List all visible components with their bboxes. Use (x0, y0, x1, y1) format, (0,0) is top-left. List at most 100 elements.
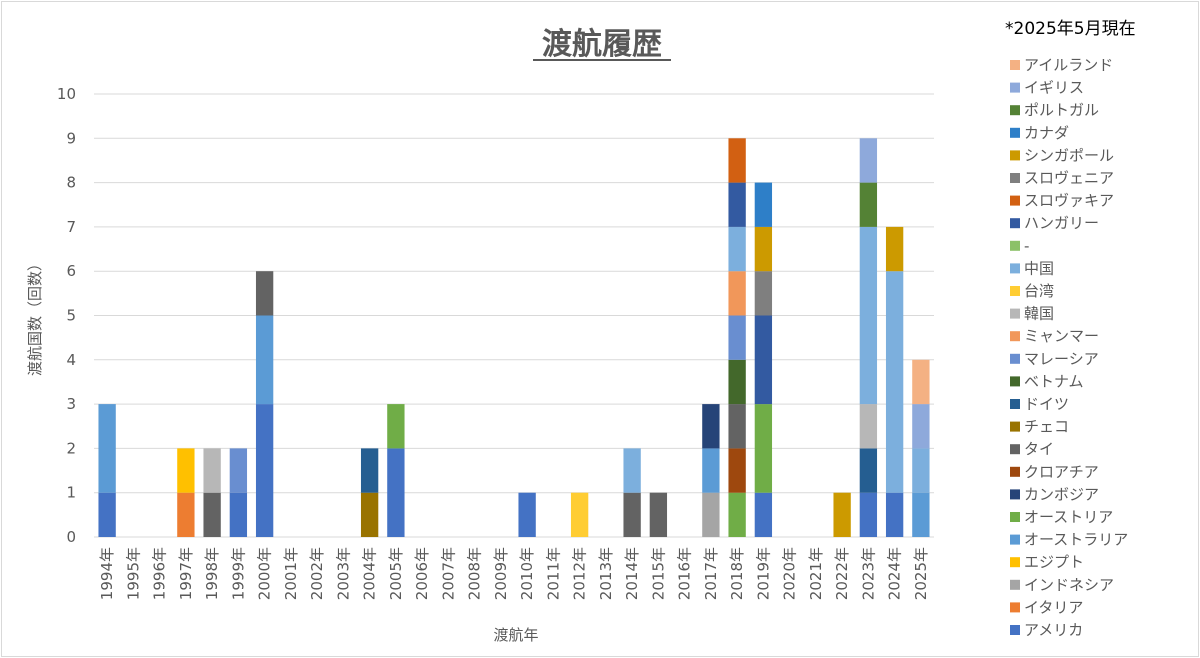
legend-label: タイ (1024, 440, 1054, 458)
bar-segment (98, 404, 116, 493)
bar-segment (177, 492, 195, 537)
bar-segment (177, 448, 195, 493)
bar-segment (728, 359, 746, 405)
legend-swatch (1010, 376, 1020, 387)
x-axis-title: 渡航年 (493, 626, 538, 644)
x-tick-label: 1999年 (229, 547, 247, 600)
x-tick-label: 2018年 (728, 547, 746, 600)
bar-segment (833, 492, 851, 537)
legend-swatch (1010, 512, 1020, 522)
legend-label: クロアチア (1024, 463, 1099, 481)
x-tick-label: 1997年 (177, 547, 195, 600)
x-tick-label: 1994年 (98, 547, 116, 600)
bar-segment (728, 492, 746, 537)
bar-segment (859, 492, 878, 537)
legend: アイルランドイギリスポルトガルカナダシンガポールスロヴェニアスロヴァキアハンガリ… (1010, 56, 1128, 639)
y-tick-label: 4 (66, 351, 76, 369)
legend-label: ベトナム (1024, 372, 1084, 390)
legend-label: インドネシア (1024, 576, 1114, 594)
bar-segment (360, 448, 379, 493)
bar-segment (203, 448, 221, 493)
y-tick-label: 9 (66, 129, 76, 147)
legend-swatch (1010, 602, 1020, 613)
legend-label: マレーシア (1024, 350, 1099, 368)
y-tick-label: 5 (66, 307, 76, 325)
bars (98, 138, 930, 537)
legend-label: カンボジア (1024, 485, 1099, 503)
x-tick-label: 2007年 (439, 547, 457, 600)
bar-segment (859, 138, 878, 183)
bar-segment (229, 448, 248, 493)
bar-segment (754, 315, 773, 405)
legend-swatch (1010, 579, 1020, 590)
y-axis-ticks: 0 1 2 3 4 5 6 7 8 9 10 (57, 85, 76, 546)
bar-segment (623, 448, 641, 493)
x-tick-label: 2013年 (597, 547, 615, 600)
legend-swatch (1010, 173, 1020, 183)
x-tick-label: 2010年 (518, 547, 536, 600)
legend-label: ハンガリー (1024, 214, 1099, 232)
bar-segment (885, 492, 904, 537)
bar-segment (885, 271, 904, 493)
legend-swatch (1010, 240, 1020, 251)
x-axis-ticks: 1994年 1995年 1996年 1997年 1998年 1999年 2000年 2001年… (98, 547, 930, 600)
x-tick-label: 2011年 (544, 547, 562, 600)
bar-segment (754, 271, 773, 316)
date-note: *2025年5月現在 (1005, 19, 1136, 39)
x-tick-label: 2009年 (492, 547, 510, 600)
x-tick-label: 1996年 (151, 547, 169, 600)
legend-label: オーストリア (1024, 508, 1113, 526)
bar-segment (702, 448, 720, 493)
x-tick-label: 2020年 (781, 547, 799, 600)
legend-swatch (1010, 150, 1020, 161)
legend-label: スロヴェニア (1024, 169, 1114, 187)
legend-label: カナダ (1024, 124, 1069, 142)
legend-swatch (1010, 127, 1020, 138)
bar-segment (754, 182, 773, 227)
legend-label: イギリス (1024, 79, 1084, 97)
bar-segment (754, 226, 773, 272)
x-tick-label: 2005年 (387, 547, 405, 600)
x-tick-label: 2025年 (912, 547, 930, 600)
legend-label: ポルトガル (1024, 101, 1099, 119)
legend-swatch (1010, 218, 1020, 229)
legend-swatch (1010, 625, 1020, 635)
bar-segment (754, 404, 773, 493)
legend-swatch (1010, 195, 1020, 206)
x-tick-label: 2022年 (833, 547, 851, 600)
legend-label: アメリカ (1024, 621, 1083, 639)
bar-segment (728, 138, 746, 183)
legend-swatch (1010, 557, 1020, 568)
x-tick-label: 1998年 (203, 547, 221, 600)
bar-segment (754, 492, 773, 537)
bar-segment (912, 404, 930, 449)
x-tick-label: 2024年 (886, 547, 904, 600)
bar-segment (728, 182, 746, 227)
legend-label: チェコ (1024, 418, 1069, 436)
legend-label: ミャンマー (1024, 327, 1099, 345)
x-tick-label: 2012年 (571, 547, 589, 600)
bar-segment (912, 359, 930, 405)
legend-label: アイルランド (1024, 56, 1113, 74)
x-tick-label: 2000年 (256, 547, 274, 600)
legend-label: エジプト (1024, 553, 1084, 571)
x-tick-label: 2017年 (702, 547, 720, 600)
bar-segment (702, 492, 720, 537)
legend-swatch (1010, 331, 1020, 342)
bar-segment (728, 226, 746, 272)
bar-segment (229, 492, 248, 537)
y-tick-label: 0 (66, 528, 76, 546)
y-tick-label: 10 (57, 85, 76, 103)
bar-segment (702, 404, 720, 449)
legend-label: ドイツ (1024, 395, 1069, 413)
x-tick-label: 2006年 (413, 547, 431, 600)
bar-segment (387, 404, 405, 449)
x-tick-label: 1995年 (124, 547, 142, 600)
bar-segment (255, 315, 274, 405)
legend-swatch (1010, 60, 1020, 70)
bar-segment (912, 448, 930, 493)
bar-segment (255, 404, 274, 537)
y-tick-label: 6 (66, 262, 76, 280)
x-tick-label: 2008年 (466, 547, 484, 600)
